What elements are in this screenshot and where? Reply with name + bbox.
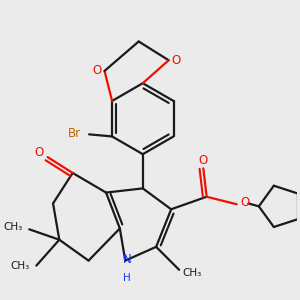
Text: Br: Br [68, 127, 81, 140]
Text: O: O [172, 54, 181, 67]
Text: H: H [124, 273, 131, 283]
Text: CH₃: CH₃ [11, 262, 30, 272]
Text: O: O [35, 146, 44, 159]
Text: CH₃: CH₃ [183, 268, 202, 278]
Text: N: N [123, 253, 132, 266]
Text: CH₃: CH₃ [4, 222, 23, 232]
Text: O: O [199, 154, 208, 166]
Text: O: O [240, 196, 250, 209]
Text: O: O [92, 64, 102, 77]
